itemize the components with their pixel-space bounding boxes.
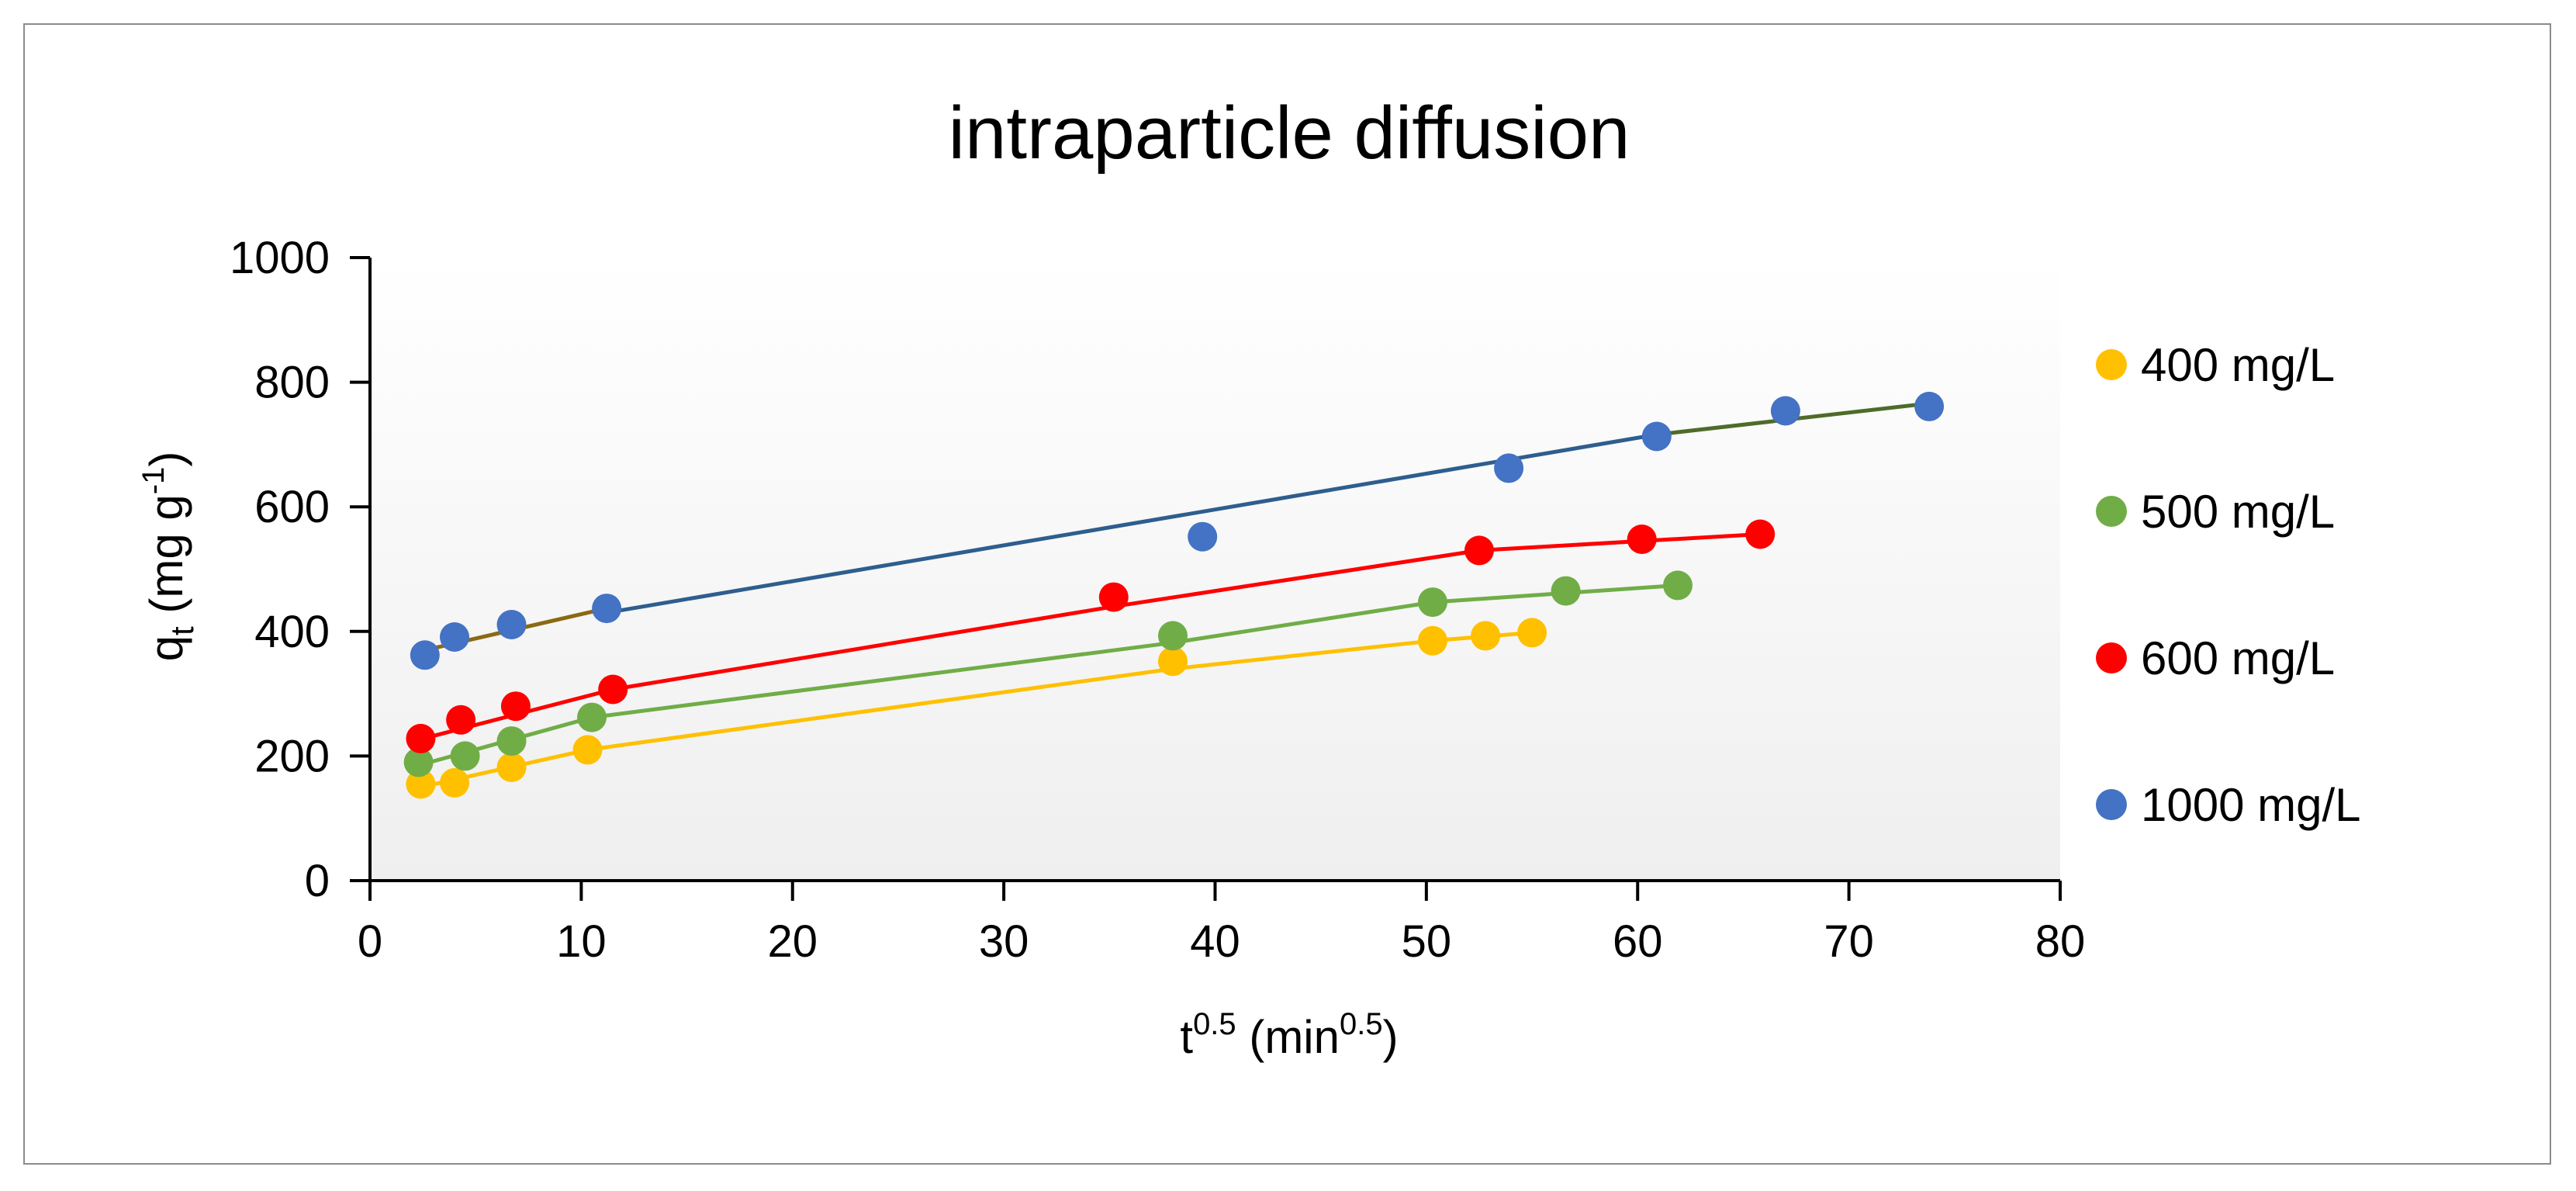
y-axis-title: qt (mg g-1) bbox=[137, 452, 200, 662]
legend-label: 1000 mg/L bbox=[2141, 779, 2361, 831]
data-point-series-4 bbox=[440, 622, 469, 652]
data-point-series-2 bbox=[1663, 570, 1693, 601]
data-point-series-3 bbox=[1627, 525, 1657, 554]
data-point-series-1 bbox=[440, 767, 469, 798]
legend-marker bbox=[2096, 349, 2127, 380]
x-tick-label: 50 bbox=[1402, 916, 1452, 967]
x-axis-title: t0.5 (min0.5) bbox=[1180, 1007, 1398, 1063]
data-point-series-2 bbox=[577, 702, 607, 732]
legend: 400 mg/L 500 mg/L 600 mg/L 1000 mg/L bbox=[2096, 339, 2361, 831]
x-tick-label: 20 bbox=[767, 916, 818, 967]
y-tick-label: 600 bbox=[254, 482, 330, 532]
data-point-series-1 bbox=[1418, 625, 1447, 656]
legend-label: 400 mg/L bbox=[2141, 339, 2335, 391]
data-point-series-3 bbox=[406, 723, 436, 753]
legend-marker bbox=[2096, 496, 2127, 527]
legend-marker bbox=[2096, 789, 2127, 820]
data-point-series-3 bbox=[1098, 582, 1129, 612]
legend-label: 500 mg/L bbox=[2141, 486, 2335, 538]
data-point-series-2 bbox=[1551, 576, 1581, 606]
data-point-series-4 bbox=[1770, 396, 1800, 426]
chart-title: intraparticle diffusion bbox=[949, 92, 1630, 175]
chart-frame: intraparticle diffusion qt (mg g-1) t0.5… bbox=[23, 23, 2551, 1165]
x-tick-label: 10 bbox=[556, 916, 607, 967]
data-point-series-3 bbox=[500, 691, 531, 722]
data-point-series-2 bbox=[450, 741, 480, 771]
data-point-series-2 bbox=[403, 747, 434, 777]
fit-line-series-3-segment-2 bbox=[610, 532, 1762, 691]
axes: 0 200 400 600 800 1000 0 10 20 30 40 50 60 70 80 bbox=[230, 233, 2085, 967]
data-point-series-2 bbox=[1418, 587, 1447, 618]
data-point-series-1 bbox=[1158, 646, 1188, 677]
x-tick-label: 0 bbox=[358, 916, 382, 967]
x-tick-label: 40 bbox=[1190, 916, 1240, 967]
data-points bbox=[403, 391, 1945, 799]
legend-label: 600 mg/L bbox=[2141, 632, 2335, 684]
x-tick-label: 80 bbox=[2035, 916, 2086, 967]
data-point-series-1 bbox=[572, 735, 603, 765]
x-tick-label: 70 bbox=[1824, 916, 1874, 967]
data-point-series-4 bbox=[1494, 453, 1524, 483]
data-point-series-2 bbox=[496, 726, 527, 756]
y-tick-label: 1000 bbox=[230, 233, 330, 283]
data-point-series-3 bbox=[1745, 519, 1776, 549]
data-point-series-4 bbox=[496, 610, 527, 639]
data-point-series-3 bbox=[446, 705, 476, 735]
y-tick-label: 200 bbox=[254, 731, 330, 781]
data-point-series-3 bbox=[598, 674, 628, 705]
y-tick-label: 0 bbox=[305, 856, 330, 906]
y-tick-label: 800 bbox=[254, 358, 330, 408]
data-point-series-4 bbox=[1188, 521, 1218, 552]
data-point-series-1 bbox=[1517, 618, 1547, 648]
data-point-series-4 bbox=[1641, 421, 1672, 452]
data-point-series-4 bbox=[592, 594, 622, 624]
fit-line-series-4-segment-2 bbox=[604, 432, 1659, 615]
data-point-series-4 bbox=[410, 640, 440, 670]
chart-svg: intraparticle diffusion qt (mg g-1) t0.5… bbox=[137, 92, 2361, 1063]
data-point-series-2 bbox=[1158, 621, 1188, 651]
data-point-series-1 bbox=[496, 752, 527, 782]
y-tick-label: 400 bbox=[254, 607, 330, 657]
legend-marker bbox=[2096, 642, 2127, 673]
plot-area bbox=[370, 258, 2060, 881]
data-point-series-1 bbox=[1471, 621, 1501, 651]
x-tick-label: 30 bbox=[979, 916, 1029, 967]
data-point-series-3 bbox=[1464, 535, 1494, 566]
data-point-series-1 bbox=[406, 769, 436, 799]
data-point-series-4 bbox=[1914, 391, 1945, 421]
x-tick-label: 60 bbox=[1613, 916, 1663, 967]
